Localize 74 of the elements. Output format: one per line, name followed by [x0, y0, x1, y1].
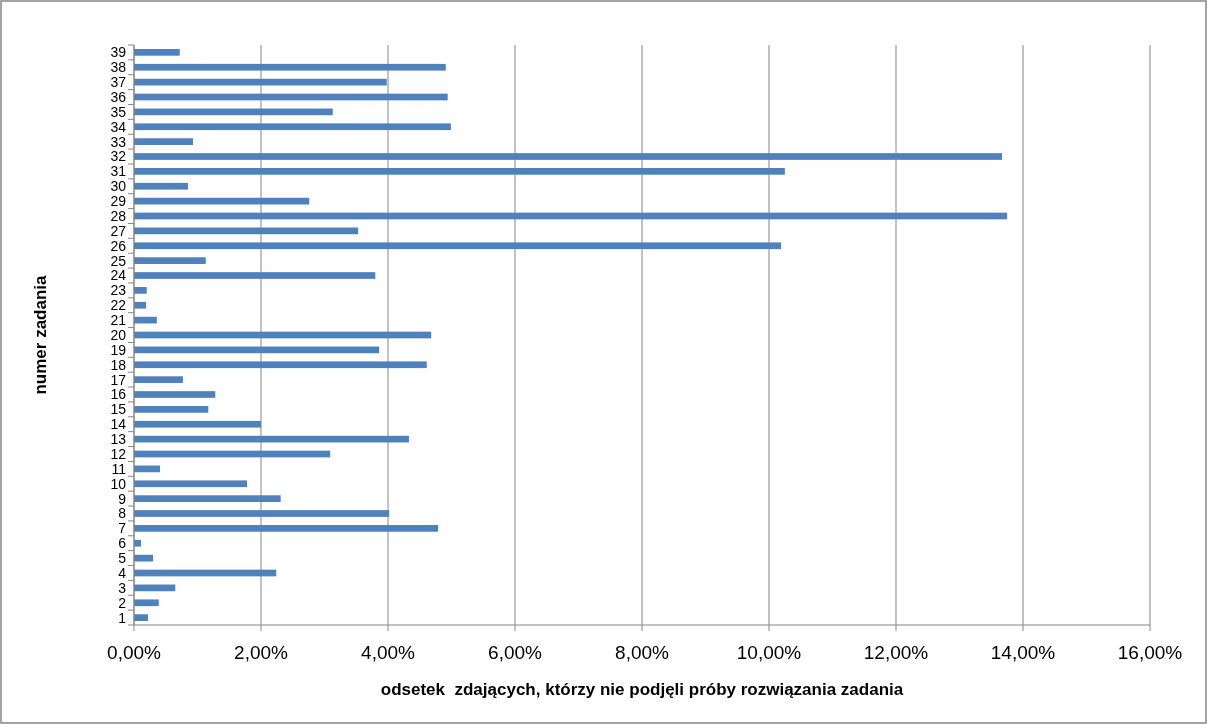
- x-tick-label: 10,00%: [736, 642, 802, 663]
- x-tick-label: 14,00%: [990, 642, 1056, 663]
- bar: [134, 242, 782, 250]
- bar: [134, 525, 439, 532]
- bar: [134, 420, 261, 428]
- bar: [134, 510, 390, 517]
- y-tick-label: 5: [118, 550, 127, 567]
- bar: [134, 376, 183, 383]
- x-tick-label: 4,00%: [361, 642, 416, 663]
- x-tick-label: 12,00%: [863, 642, 929, 663]
- y-tick-label: 31: [110, 163, 127, 180]
- bar: [134, 138, 194, 145]
- bar: [134, 614, 148, 621]
- y-tick-label: 20: [110, 326, 127, 343]
- y-tick-label: 38: [110, 59, 127, 76]
- bar: [134, 168, 785, 175]
- y-tick-label: 17: [110, 371, 127, 388]
- y-tick-label: 19: [110, 341, 127, 358]
- x-tick-label: 8,00%: [615, 642, 670, 663]
- y-tick-label: 2: [118, 594, 127, 611]
- y-tick-label: 12: [110, 445, 127, 462]
- y-tick-label: 28: [110, 207, 127, 224]
- y-tick-label: 25: [110, 252, 127, 269]
- y-tick-label: 13: [110, 431, 127, 448]
- x-tick-label: 0,00%: [107, 642, 162, 663]
- bar: [134, 63, 446, 71]
- y-tick-label: 22: [110, 297, 127, 314]
- y-tick-label: 7: [118, 520, 127, 537]
- y-tick-label: 32: [110, 148, 127, 165]
- x-tick-label: 6,00%: [488, 642, 543, 663]
- y-tick-label: 27: [110, 222, 127, 239]
- bar: [134, 406, 209, 413]
- y-tick-label: 34: [110, 118, 127, 135]
- bar: [134, 272, 376, 279]
- y-tick-label: 3: [118, 579, 127, 596]
- y-tick-label: 11: [111, 460, 127, 477]
- y-tick-label: 39: [110, 44, 127, 61]
- y-tick-label: 15: [110, 401, 127, 418]
- bar: [134, 49, 180, 56]
- y-tick-label: 18: [110, 356, 127, 373]
- y-tick-label: 6: [118, 535, 127, 552]
- y-tick-label: 24: [110, 267, 127, 284]
- y-tick-label: 33: [110, 133, 127, 150]
- bar: [134, 123, 451, 131]
- y-tick-label: 29: [110, 193, 127, 210]
- y-tick-label: 37: [110, 74, 127, 91]
- bar: [134, 301, 147, 309]
- bar: [134, 153, 1003, 160]
- x-tick-label: 16,00%: [1117, 642, 1183, 663]
- bar: [134, 257, 206, 264]
- bar: [134, 182, 188, 190]
- bar: [134, 391, 216, 398]
- y-tick-label: 26: [110, 237, 127, 254]
- y-tick-label: 35: [110, 103, 127, 120]
- y-tick-label: 21: [110, 312, 127, 329]
- y-tick-label: 4: [118, 564, 127, 581]
- y-tick-label: 9: [118, 490, 127, 507]
- bar: [134, 480, 248, 488]
- y-tick-label: 30: [110, 178, 127, 195]
- x-tick-label: 2,00%: [234, 642, 289, 663]
- y-tick-label: 1: [118, 609, 127, 626]
- y-tick-label: 16: [110, 386, 127, 403]
- y-tick-label: 36: [110, 88, 127, 105]
- bar: [134, 361, 427, 369]
- bar: [134, 599, 159, 607]
- x-axis-title: odsetek zdających, którzy nie podjęli próby rozwiązania zadania: [380, 680, 904, 699]
- y-tick-label: 8: [118, 505, 127, 522]
- bar: [134, 495, 281, 502]
- bar: [134, 212, 1008, 220]
- bar: [134, 287, 147, 294]
- y-axis-title: numer zadania: [31, 274, 50, 395]
- y-tick-label: 10: [110, 475, 127, 492]
- y-tick-label: 14: [110, 416, 127, 433]
- y-tick-label: 23: [110, 282, 127, 299]
